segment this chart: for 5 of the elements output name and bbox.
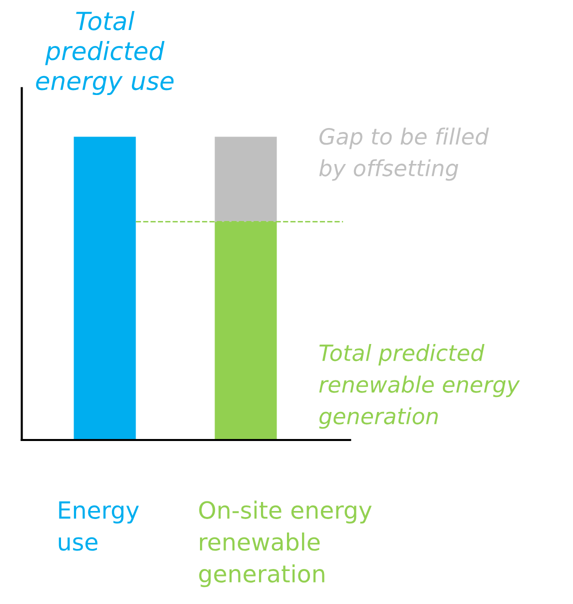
annotation: Gap to be filled by offsetting [319,128,489,181]
x-tick-label: On-site energy renewable generation [199,500,372,588]
text: Total predicted energy use [36,11,174,96]
x-tick-label: Energy use [58,501,139,551]
annotation: Total predicted renewable energy generation [319,344,520,429]
